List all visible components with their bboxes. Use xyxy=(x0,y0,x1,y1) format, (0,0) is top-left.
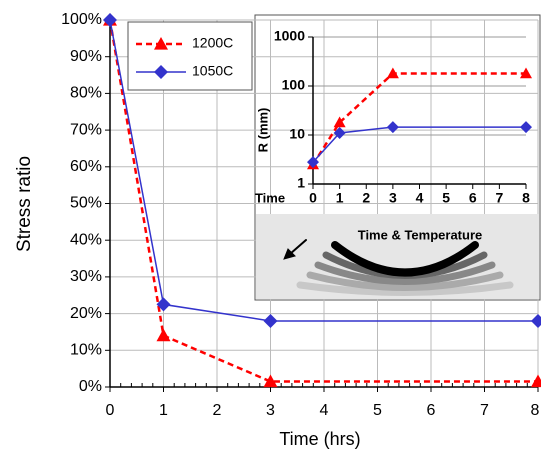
marker xyxy=(156,297,171,312)
y-tick-label: 70% xyxy=(70,121,102,138)
y-tick-label: 100% xyxy=(61,11,102,28)
legend-marker xyxy=(154,37,168,50)
x-tick-label: 4 xyxy=(416,190,424,206)
series-line xyxy=(312,126,526,163)
x-tick-label: 3 xyxy=(266,402,275,419)
x-tick-label: 1 xyxy=(336,190,344,206)
legend-label: 1050C xyxy=(192,63,233,79)
marker xyxy=(333,116,346,128)
y-tick-label: 10 xyxy=(289,126,305,142)
x-tick-label: 2 xyxy=(213,402,222,419)
marker xyxy=(386,121,399,134)
marker xyxy=(520,121,532,134)
x-tick-label: 8 xyxy=(522,190,530,206)
marker xyxy=(307,156,319,169)
y-tick-label: 10% xyxy=(70,342,102,359)
marker xyxy=(263,313,278,328)
x-tick-label: 5 xyxy=(373,402,382,419)
x-tick-label: 6 xyxy=(469,190,477,206)
y-tick-label: 0% xyxy=(79,378,102,395)
marker xyxy=(333,126,346,139)
bending-illustration xyxy=(283,239,514,296)
x-tick-label: 3 xyxy=(389,190,397,206)
y-tick-label: 80% xyxy=(70,85,102,102)
x-tick-label: 0 xyxy=(106,402,115,419)
x-tick-label: 0 xyxy=(309,190,317,206)
y-tick-label: 1000 xyxy=(274,28,305,44)
y-tick-label: 30% xyxy=(70,268,102,285)
marker xyxy=(520,67,532,79)
x-axis-title: Time (hrs) xyxy=(279,429,360,449)
x-tick-label: 1 xyxy=(159,402,168,419)
y-axis-title: R (mm) xyxy=(255,108,270,153)
legend-box xyxy=(127,21,253,91)
x-tick-label: 2 xyxy=(362,190,370,206)
y-tick-label: 100 xyxy=(282,77,306,93)
x-tick-label: 8 xyxy=(531,402,540,419)
y-tick-label: 40% xyxy=(70,231,102,248)
x-tick-label: 7 xyxy=(480,402,489,419)
y-tick-label: 1 xyxy=(297,175,305,191)
x-axis-title: Time xyxy=(255,190,285,205)
x-tick-label: 4 xyxy=(320,402,329,419)
y-axis-title: Stress ratio xyxy=(14,156,35,252)
y-tick-label: 50% xyxy=(70,195,102,212)
y-tick-label: 20% xyxy=(70,305,102,322)
marker xyxy=(531,374,541,388)
x-tick-label: 5 xyxy=(442,190,450,206)
marker xyxy=(103,13,117,27)
marker xyxy=(156,328,171,342)
series-line xyxy=(108,19,538,383)
y-tick-label: 90% xyxy=(70,48,102,65)
series-line xyxy=(109,19,538,322)
marker xyxy=(386,67,399,79)
inset-annotation: Time & Temperature xyxy=(358,227,483,242)
x-tick-label: 6 xyxy=(427,402,436,419)
main-chart: 0%10%20%30%40%50%60%70%80%90%100%0 1 2 3 4 5 6… xyxy=(14,11,541,449)
marker xyxy=(263,374,278,388)
legend-marker xyxy=(154,65,168,79)
series-line xyxy=(311,72,526,166)
x-tick-label: 7 xyxy=(495,190,503,206)
marker xyxy=(531,313,541,328)
y-tick-label: 60% xyxy=(70,158,102,175)
legend-label: 1200C xyxy=(192,35,233,51)
